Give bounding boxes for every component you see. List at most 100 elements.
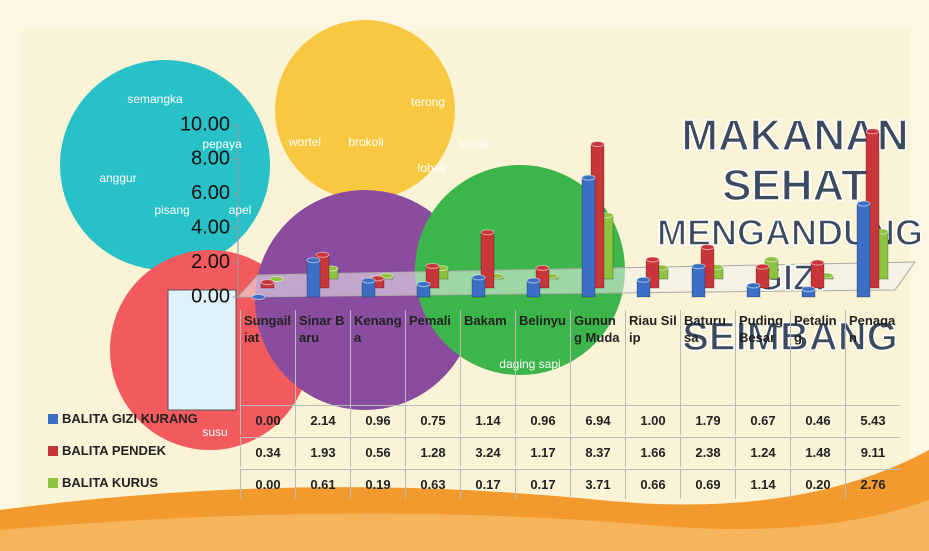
legend-entry: BALITA KURUS (48, 475, 158, 490)
value-label: 0.61 (295, 469, 350, 499)
y-tick-label: 6.00 (191, 182, 230, 204)
y-tick-label: 10.00 (180, 113, 230, 135)
value-label: 1.17 (515, 437, 570, 467)
legend-entry: BALITA GIZI KURANG (48, 411, 198, 426)
bar-cap (866, 129, 879, 134)
picture-label: pisang (154, 203, 189, 217)
legend-swatch (48, 414, 58, 424)
value-label: 0.96 (350, 405, 405, 435)
category-label: Kenanga (350, 310, 405, 405)
picture-label: semangka (127, 92, 183, 106)
value-label: 0.75 (405, 405, 460, 435)
value-label: 1.48 (790, 437, 845, 467)
picture-label: terong (411, 95, 445, 109)
bar-cap (481, 230, 494, 235)
bar-cap (426, 263, 439, 268)
value-label: 1.66 (625, 437, 680, 467)
value-label: 0.69 (680, 469, 735, 499)
bar-cap (591, 142, 604, 147)
category-label: Petaling (790, 310, 845, 405)
value-label: 2.38 (680, 437, 735, 467)
bar-cap (646, 257, 659, 262)
bar-cap (582, 175, 595, 180)
bar-cap (747, 283, 760, 288)
value-label: 2.76 (845, 469, 900, 499)
category-label: Pemali (405, 310, 460, 405)
category-label: Bakam (460, 310, 515, 405)
picture-label: tomat (459, 137, 490, 151)
bar-cap (316, 252, 329, 257)
bar-cap (261, 280, 274, 285)
value-label: 5.43 (845, 405, 900, 435)
value-label: 8.37 (570, 437, 625, 467)
legend-label: BALITA PENDEK (62, 443, 166, 458)
bar-cap (802, 287, 815, 292)
value-label: 0.67 (735, 405, 790, 435)
value-label: 2.14 (295, 405, 350, 435)
category-label: Sinar Baru (295, 310, 350, 405)
bar-cap (857, 201, 870, 206)
bar-cap (362, 278, 375, 283)
value-label: 0.00 (240, 469, 295, 499)
category-label: Gunung Muda (570, 310, 625, 405)
y-tick-label: 8.00 (191, 148, 230, 170)
bar (692, 266, 705, 297)
category-label: Belinyu (515, 310, 570, 405)
value-label: 1.24 (735, 437, 790, 467)
value-label: 0.20 (790, 469, 845, 499)
bar-cap (536, 265, 549, 270)
picture-label: susu (202, 425, 227, 439)
y-tick-label: 2.00 (191, 251, 230, 273)
value-label: 1.28 (405, 437, 460, 467)
picture-label: anggur (99, 171, 136, 185)
y-tick-label: 0.00 (191, 285, 230, 307)
category-label: Sungailiat (240, 310, 295, 405)
value-label: 3.71 (570, 469, 625, 499)
category-label: Baturusa (680, 310, 735, 405)
category-label: Penagan (845, 310, 900, 405)
milk-box (168, 290, 236, 410)
bar-cap (765, 257, 778, 262)
category-label: Puding Besar (735, 310, 790, 405)
picture-label: brokoli (348, 135, 383, 149)
value-label: 0.63 (405, 469, 460, 499)
bar-cap (756, 264, 769, 269)
bar-cap (811, 260, 824, 265)
value-label: 0.19 (350, 469, 405, 499)
value-label: 0.96 (515, 405, 570, 435)
value-label: 1.00 (625, 405, 680, 435)
bar (811, 263, 824, 288)
bar (857, 204, 870, 297)
y-tick-label: 4.00 (191, 216, 230, 238)
value-label: 9.11 (845, 437, 900, 467)
bar-cap (701, 245, 714, 250)
legend-label: BALITA KURUS (62, 475, 158, 490)
bar-cap (637, 277, 650, 282)
bar (307, 260, 320, 297)
picture-label: apel (229, 203, 252, 217)
bar-cap (417, 282, 430, 287)
bar-cap (472, 275, 485, 280)
value-label: 0.34 (240, 437, 295, 467)
value-label: 1.14 (735, 469, 790, 499)
poster-title: SEHAT (722, 161, 868, 210)
picture-label: wortel (288, 135, 321, 149)
bar-cap (692, 264, 705, 269)
bar-cap (252, 295, 265, 300)
value-label: 1.14 (460, 405, 515, 435)
legend-swatch (48, 446, 58, 456)
value-label: 0.46 (790, 405, 845, 435)
value-label: 0.00 (240, 405, 295, 435)
value-label: 0.17 (460, 469, 515, 499)
legend-entry: BALITA PENDEK (48, 443, 166, 458)
value-label: 0.56 (350, 437, 405, 467)
bar-cap (307, 258, 320, 263)
value-label: 1.93 (295, 437, 350, 467)
category-label: Riau Silip (625, 310, 680, 405)
value-label: 0.66 (625, 469, 680, 499)
value-label: 1.79 (680, 405, 735, 435)
value-label: 0.17 (515, 469, 570, 499)
value-label: 6.94 (570, 405, 625, 435)
picture-label: lobak (418, 161, 448, 175)
bar-cap (527, 278, 540, 283)
